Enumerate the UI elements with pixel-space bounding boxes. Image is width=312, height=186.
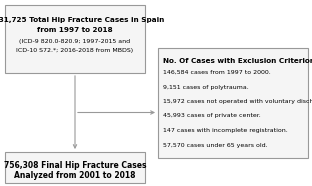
Text: Analyzed from 2001 to 2018: Analyzed from 2001 to 2018 [14, 171, 136, 180]
Text: 146,584 cases from 1997 to 2000.: 146,584 cases from 1997 to 2000. [163, 70, 271, 75]
Text: 9,151 cases of polytrauma.: 9,151 cases of polytrauma. [163, 84, 249, 89]
Text: (ICD-9 820.0-820.9; 1997-2015 and: (ICD-9 820.0-820.9; 1997-2015 and [19, 39, 130, 44]
Text: 57,570 cases under 65 years old.: 57,570 cases under 65 years old. [163, 142, 268, 147]
Text: 756,308 Final Hip Fracture Cases: 756,308 Final Hip Fracture Cases [4, 161, 146, 170]
FancyBboxPatch shape [158, 48, 308, 158]
FancyBboxPatch shape [5, 152, 145, 183]
Text: 147 cases with incomplete registration.: 147 cases with incomplete registration. [163, 128, 288, 133]
Text: 15,972 cases not operated with voluntary discharge or transfer.: 15,972 cases not operated with voluntary… [163, 99, 312, 104]
FancyBboxPatch shape [5, 5, 145, 73]
Text: No. Of Cases with Exclusion Criterion:: No. Of Cases with Exclusion Criterion: [163, 58, 312, 64]
Text: ICD-10 S72.*; 2016-2018 from MBDS): ICD-10 S72.*; 2016-2018 from MBDS) [17, 48, 134, 53]
Text: 45,993 cases of private center.: 45,993 cases of private center. [163, 113, 261, 118]
Text: 1,031,725 Total Hip Fracture Cases in Spain: 1,031,725 Total Hip Fracture Cases in Sp… [0, 17, 164, 23]
Text: from 1997 to 2018: from 1997 to 2018 [37, 27, 113, 33]
